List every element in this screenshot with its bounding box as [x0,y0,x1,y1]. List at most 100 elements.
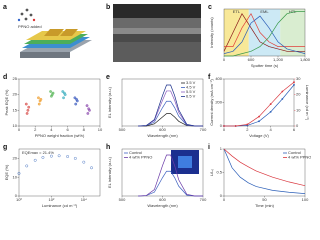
point [87,107,91,111]
x-tick-label: 0 [18,127,21,132]
y-tick-label: 20 [13,92,18,97]
x-axis-label: Time (min) [255,203,275,208]
panel-label: h [106,144,110,151]
x-tick-label: 700 [200,127,207,132]
x-tick-label: 4 [270,127,273,132]
point [38,99,42,103]
legend-label: Control [288,150,301,155]
x-axis-label: Wavelength (nm) [147,133,178,138]
x-tick-label: 6 [66,127,69,132]
point [281,90,284,93]
y-axis-label: Peak EQE (%) [4,89,9,116]
point [90,166,93,170]
x-tick-label: 0 [223,197,226,202]
point [62,91,66,95]
x-tick-label: 8 [83,127,86,132]
x-axis-label: PPNO weight fraction (wt%) [35,133,85,138]
point [82,160,86,164]
inset-glow [178,156,192,168]
y-axis-label: EL intensity (a.u.) [107,86,112,118]
point [37,102,41,106]
legend-label: 5.5 V [186,89,196,94]
y-tick-label: 20 [13,155,18,160]
point [61,90,65,93]
series-line [138,84,203,127]
x-tick-label: 0 [223,57,226,62]
plot-frame [223,78,295,127]
legend-label: 6.5 V [186,94,196,99]
x-tick-label: 500 [119,197,126,202]
molecule [17,8,36,22]
x-tick-label: 10² [49,197,55,202]
sem-layer [113,18,201,28]
point [293,83,295,86]
x-tick-label: 0 [223,127,226,132]
point [73,96,77,100]
series-line [224,84,295,127]
panel-label: g [3,144,7,151]
x-tick-label: 600 [248,57,255,62]
point [74,102,78,106]
panel-h-inset [171,150,199,174]
series-line [138,154,203,197]
y-axis-label: EL intensity (a.u.) [107,156,112,188]
y-tick-label: 0 [220,193,223,198]
y-tick-label: 200 [215,100,222,105]
point [57,154,61,158]
legend-label: 4.5 V [186,85,196,90]
electrode [44,29,64,36]
panel-label: b [106,4,110,11]
point [223,125,225,127]
x-tick-label: 10⁰ [16,197,22,202]
x-tick-label: 1,800 [300,57,311,62]
y-tick-label: 0 [15,193,18,198]
y-tick-label: 400 [215,76,222,81]
electrode [60,29,78,36]
legend-label: Control [129,150,142,155]
legend-label: 4 wt% PPNO [288,155,311,160]
point [50,154,53,158]
series-line [223,12,305,52]
panel-label: c [208,4,212,11]
point [85,104,89,108]
plot-frame [18,78,101,127]
x-tick-label: 700 [200,197,207,202]
series-line [224,11,305,57]
point [86,112,90,115]
point [269,111,272,113]
panel-b: b [106,4,201,62]
y2-tick-label: 10 [296,107,301,112]
point [25,112,29,115]
panel: 500 600 700 h Wavelength (nm) EL intensity (a… [106,144,207,208]
x-axis-label: Wavelength (nm) [147,203,178,208]
point [26,108,30,112]
point [281,98,284,100]
point [37,96,40,100]
point [258,120,260,123]
y-tick-label: 1 [220,146,223,151]
sem-layer [113,28,201,34]
point [246,123,249,126]
series-line [224,12,305,47]
x-axis-label: Luminance (cd m⁻²) [42,203,78,208]
band [224,9,249,56]
panel: 500 600 700 e Wavelength (nm) EL intensity (a… [106,74,207,138]
point [33,158,37,162]
panel-label: i [208,144,210,151]
band-label: EML [260,9,269,14]
legend-label: 3.5 V [186,80,196,85]
x-tick-label: 100 [302,197,309,202]
point [258,115,260,118]
x-tick-label: 600 [159,197,166,202]
annotation: PPNO added [18,24,42,29]
x-tick-label: 6 [293,127,296,132]
sem-layer [113,34,201,42]
y-axis-label: Current density (mA cm⁻²) [209,79,214,126]
sem-layer [113,42,201,62]
band [248,9,281,56]
y2-tick-label: 30 [296,76,301,81]
band-label: ETL [233,9,241,14]
point [62,96,65,100]
